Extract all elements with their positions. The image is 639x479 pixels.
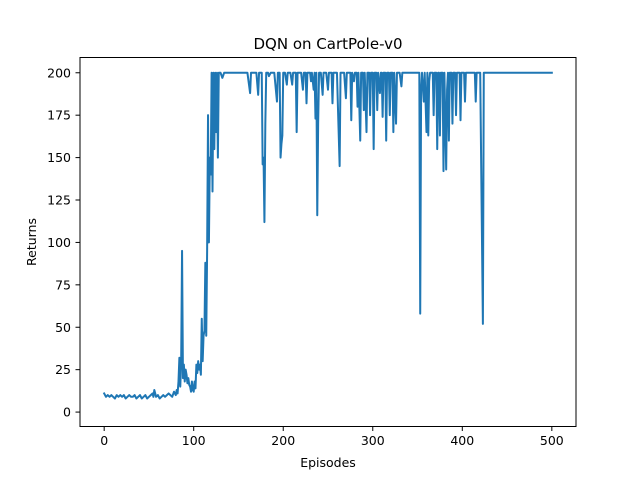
x-tick-label: 500 [540,433,564,448]
y-tick-label: 100 [47,235,71,250]
x-tick-label: 100 [182,433,206,448]
x-tick-label: 300 [361,433,385,448]
plot-area [102,71,553,400]
y-tick-label: 125 [47,193,71,208]
y-tick-label: 175 [47,108,71,123]
y-axis: 0 25 50 75 100 125 150 175 200 [47,65,80,420]
x-tick-label: 0 [100,433,108,448]
y-axis-label: Returns [24,218,39,266]
y-tick-label: 150 [47,150,71,165]
y-tick-label: 200 [47,65,71,80]
y-tick-label: 75 [55,277,71,292]
y-tick-label: 50 [55,320,71,335]
y-tick-label: 0 [63,405,71,420]
y-tick-label: 25 [55,362,71,377]
x-axis: 0 100 200 300 400 500 [100,426,564,448]
series-line-0 [102,71,553,400]
chart-title: DQN on CartPole-v0 [253,35,402,53]
x-tick-label: 400 [450,433,474,448]
x-axis-label: Episodes [300,455,356,470]
x-tick-label: 200 [271,433,295,448]
